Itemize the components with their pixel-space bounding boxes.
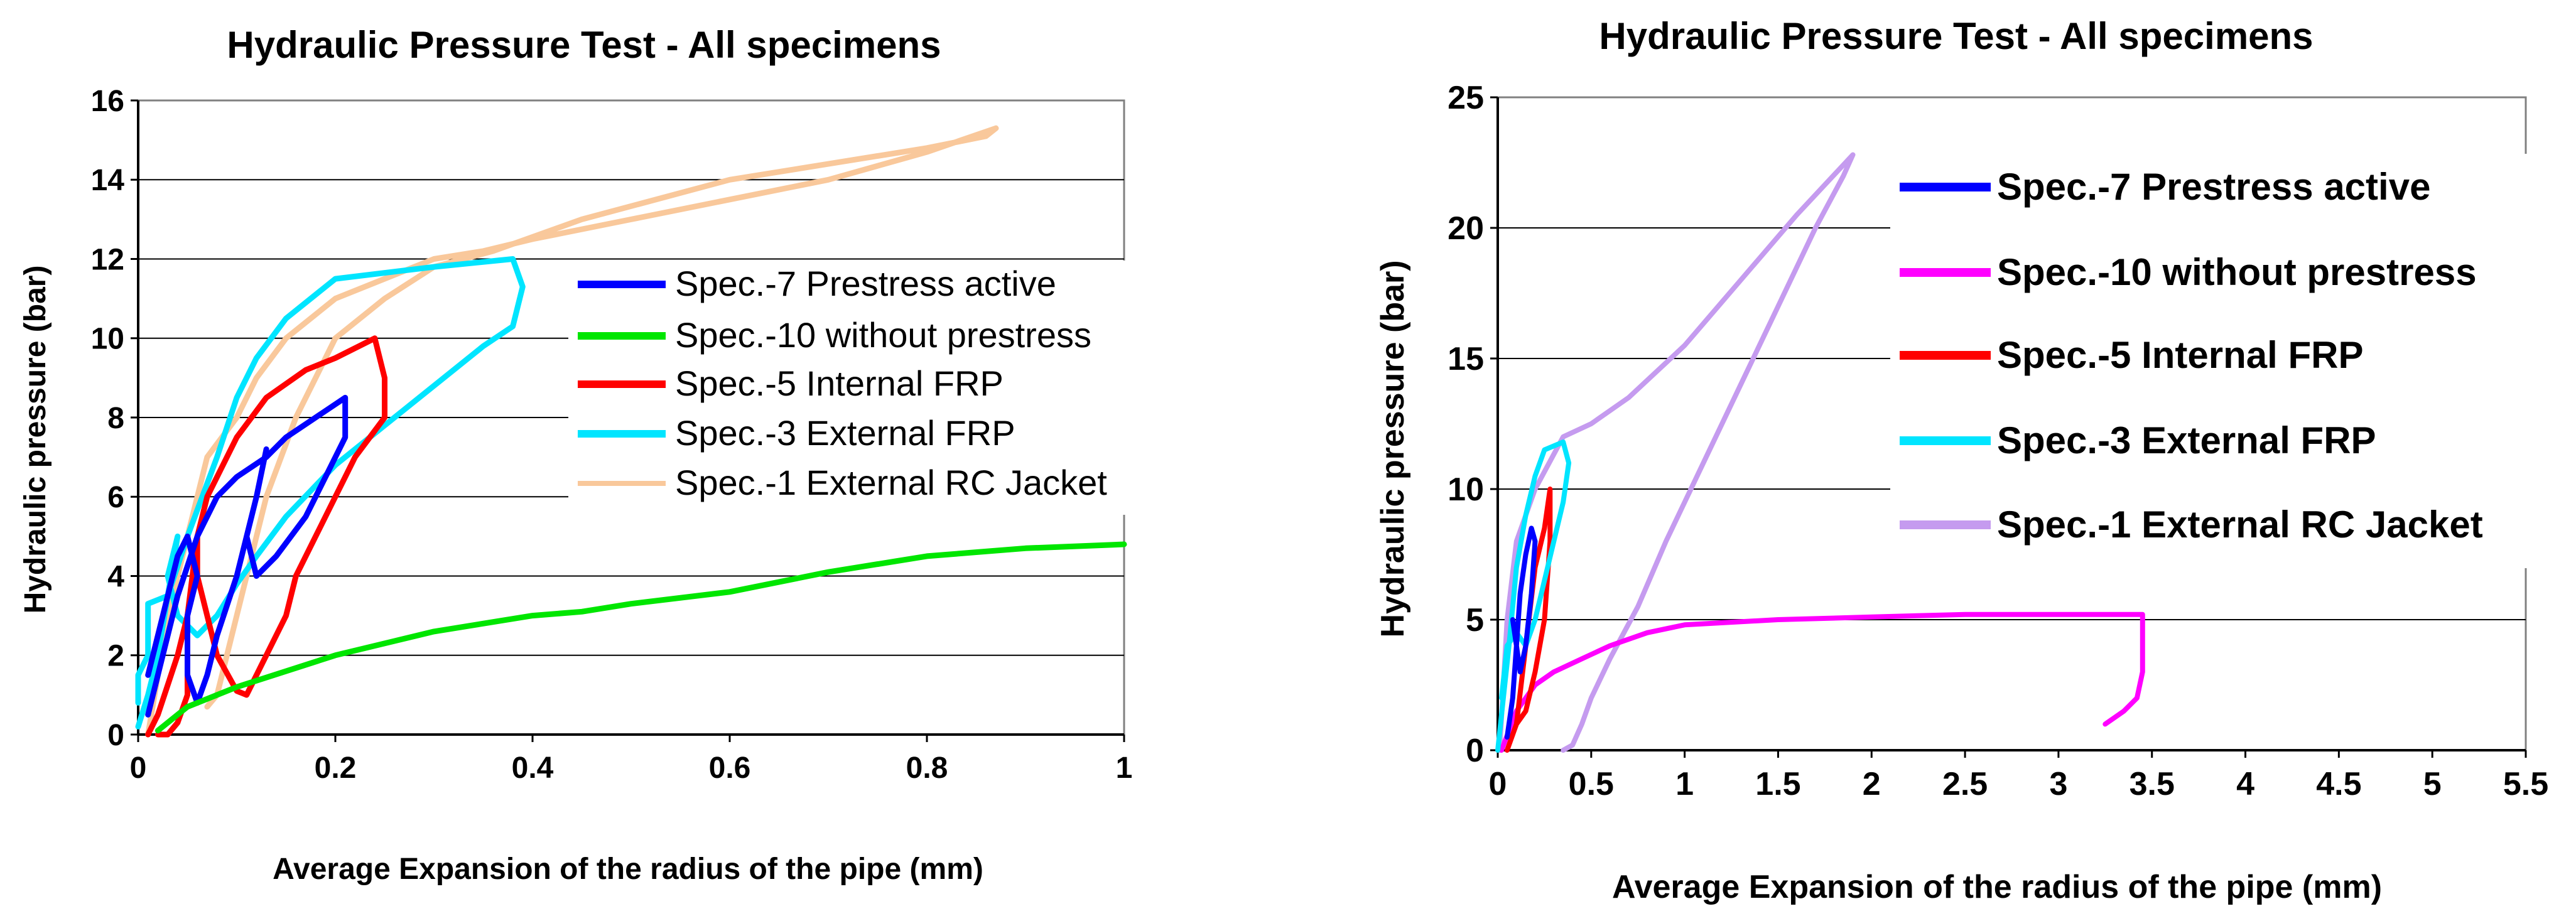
legend-left-label-spec1: Spec.-1 External RC Jacket bbox=[675, 463, 1107, 502]
chart-left-y-tick-label: 8 bbox=[107, 402, 124, 435]
chart-left-y-label: Hydraulic pressure (bar) bbox=[19, 266, 52, 614]
legend-right-label-spec7: Spec.-7 Prestress active bbox=[1997, 166, 2430, 208]
chart-right-series-spec-7-prestress-active bbox=[1504, 525, 1538, 740]
chart-left-series-spec-1-external-rc-jacket bbox=[145, 125, 999, 738]
legend-right-label-spec3: Spec.-3 External FRP bbox=[1997, 419, 2376, 461]
chart-left-series-spec-3-external-frp bbox=[135, 256, 526, 730]
chart-right-x-tick-label: 0.5 bbox=[1569, 766, 1614, 802]
chart-right-legend: Spec.-7 Prestress active Spec.-10 withou… bbox=[1890, 154, 2568, 568]
chart-left-series-spec-7-prestress-active bbox=[145, 394, 349, 718]
chart-left-y-tick-label: 12 bbox=[91, 243, 124, 276]
chart-right-x-tick-label: 3 bbox=[2049, 766, 2067, 802]
chart-right-y-tick-label: 0 bbox=[1466, 733, 1484, 769]
chart-left-title: Hydraulic Pressure Test - All specimens bbox=[227, 24, 941, 66]
chart-right-title: Hydraulic Pressure Test - All specimens bbox=[1599, 15, 2313, 57]
chart-left-legend-box bbox=[568, 261, 1196, 515]
chart-right-x-tick-label: 2.5 bbox=[1942, 766, 1988, 802]
chart-right-series bbox=[1495, 152, 2145, 753]
chart-right-x-tick-label: 2 bbox=[1863, 766, 1881, 802]
chart-right-y-ticks: 0 5 10 15 20 25 bbox=[1448, 80, 1498, 769]
chart-left-y-ticks: 0 2 4 6 8 10 12 14 16 bbox=[91, 85, 138, 752]
chart-left-y-tick-label: 16 bbox=[91, 85, 124, 118]
legend-left-label-spec5: Spec.-5 Internal FRP bbox=[675, 364, 1004, 403]
chart-left-y-tick-label: 6 bbox=[107, 481, 124, 514]
chart-right-series-spec-3-external-frp bbox=[1495, 439, 1572, 753]
chart-left-series-spec-10-without-prestress bbox=[154, 541, 1127, 734]
chart-right-y-tick-label: 25 bbox=[1448, 80, 1484, 116]
chart-right-x-tick-label: 1 bbox=[1675, 766, 1694, 802]
chart-left-y-tick-label: 14 bbox=[91, 164, 125, 197]
legend-left-label-spec10: Spec.-10 without prestress bbox=[675, 315, 1091, 355]
chart-left-y-tick-label: 10 bbox=[91, 323, 124, 356]
chart-left-x-label: Average Expansion of the radius of the p… bbox=[273, 853, 983, 886]
chart-right-series-spec-10-without-prestress bbox=[1499, 611, 2145, 753]
legend-right-label-spec10: Spec.-10 without prestress bbox=[1997, 251, 2477, 293]
chart-left-y-tick-label: 0 bbox=[107, 719, 124, 752]
chart-right-legend-box bbox=[1890, 154, 2568, 568]
chart-right-series-spec-1-external-rc-jacket bbox=[1497, 152, 1856, 753]
chart-left-series bbox=[135, 125, 1127, 738]
chart-right-y-label: Hydraulic pressure (bar) bbox=[1375, 260, 1411, 637]
chart-left-x-tick-label: 0.2 bbox=[315, 751, 357, 785]
chart-left-y-tick-label: 4 bbox=[107, 560, 124, 593]
chart-right-x-ticks: 0 0.5 1 1.5 2 2.5 3 3.5 4 4.5 5 5.5 bbox=[1489, 750, 2548, 802]
chart-right-x-tick-label: 4.5 bbox=[2316, 766, 2361, 802]
chart-right-x-tick-label: 5.5 bbox=[2503, 766, 2548, 802]
chart-right-x-label: Average Expansion of the radius of the p… bbox=[1612, 869, 2382, 905]
chart-left-x-tick-label: 1 bbox=[1116, 751, 1133, 785]
chart-right-y-tick-label: 15 bbox=[1448, 341, 1484, 377]
chart-right: Hydraulic Pressure Test - All specimens … bbox=[1375, 15, 2568, 905]
chart-right-y-tick-label: 10 bbox=[1448, 471, 1484, 508]
chart-left-x-tick-label: 0.8 bbox=[906, 751, 948, 785]
chart-left: Hydraulic Pressure Test - All specimens … bbox=[19, 24, 1196, 886]
legend-right-label-spec5: Spec.-5 Internal FRP bbox=[1997, 334, 2363, 376]
legend-left-label-spec3: Spec.-3 External FRP bbox=[675, 413, 1015, 453]
chart-right-y-tick-label: 5 bbox=[1466, 602, 1484, 638]
chart-left-x-ticks: 0 0.2 0.4 0.6 0.8 1 bbox=[130, 735, 1133, 785]
legend-right-label-spec1: Spec.-1 External RC Jacket bbox=[1997, 504, 2483, 546]
chart-left-x-tick-label: 0.6 bbox=[709, 751, 751, 785]
chart-right-x-tick-label: 4 bbox=[2236, 766, 2254, 802]
chart-right-x-tick-label: 0 bbox=[1489, 766, 1507, 802]
chart-right-x-tick-label: 1.5 bbox=[1755, 766, 1800, 802]
chart-right-x-tick-label: 5 bbox=[2423, 766, 2442, 802]
chart-left-x-tick-label: 0 bbox=[130, 751, 147, 785]
chart-left-x-tick-label: 0.4 bbox=[512, 751, 554, 785]
chart-right-x-tick-label: 3.5 bbox=[2130, 766, 2175, 802]
legend-left-label-spec7: Spec.-7 Prestress active bbox=[675, 264, 1056, 303]
chart-left-y-tick-label: 2 bbox=[107, 640, 124, 673]
chart-right-y-tick-label: 20 bbox=[1448, 210, 1484, 247]
chart-left-legend: Spec.-7 Prestress active Spec.-10 withou… bbox=[568, 261, 1196, 515]
